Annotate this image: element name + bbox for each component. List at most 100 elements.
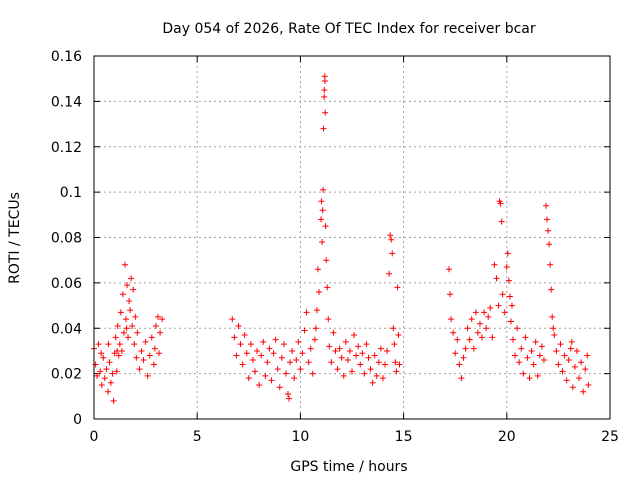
x-tick-label: 0 [90,429,99,445]
data-point [280,341,287,348]
data-point [466,336,473,343]
data-point [256,381,263,388]
data-point [297,366,304,373]
data-point [448,316,455,323]
data-point [282,370,289,377]
data-point [561,352,568,359]
data-point [136,366,143,373]
data-point [508,302,515,309]
data-point [567,345,574,352]
data-point [150,361,157,368]
data-point [489,334,496,341]
data-point [571,363,578,370]
data-point [322,223,329,230]
data-point [516,359,523,366]
data-point [320,125,327,132]
data-point [545,227,552,234]
data-point [359,350,366,357]
data-point [349,368,355,375]
data-point [371,352,378,359]
data-point [388,236,395,243]
data-point [391,341,398,348]
data-point [291,375,298,382]
data-point [251,368,258,375]
data-point [254,347,261,354]
data-point [498,218,505,225]
data-point [330,329,337,336]
data-point [328,359,335,366]
data-point [506,293,513,300]
data-point [493,275,500,282]
data-point [315,288,322,295]
data-point [534,372,541,379]
data-point [518,345,525,352]
data-point [382,361,389,368]
y-tick-label: 0.14 [51,94,82,110]
data-point [293,357,300,364]
data-point [233,352,240,359]
data-point [470,345,477,352]
data-point [393,368,400,375]
data-point [353,352,360,359]
data-points [91,73,592,404]
data-point [584,352,591,359]
data-point [151,345,158,352]
data-point [322,109,329,116]
data-point [520,370,527,377]
data-point [479,334,486,341]
data-point [129,322,136,329]
data-point [266,345,273,352]
y-tick-label: 0 [73,412,82,428]
data-point [346,347,353,354]
data-point [130,286,137,293]
data-point [569,384,576,391]
data-point [565,357,572,364]
data-point [390,325,397,332]
data-point [481,309,488,316]
data-point [98,381,105,388]
y-tick-label: 0.02 [51,367,82,383]
data-point [237,341,244,348]
data-point [154,313,161,320]
y-tick-label: 0.08 [51,231,82,247]
data-point [460,354,467,361]
data-point [557,341,564,348]
data-point [272,336,279,343]
data-point [323,257,330,264]
data-point [312,325,319,332]
data-point [342,338,349,345]
data-point [114,322,121,329]
data-point [555,361,562,368]
data-point [338,354,345,361]
data-point [260,338,267,345]
tick-labels: 0 5 10 15 20 25 0 0.02 0.04 0.06 0.08 0.1 0.12 0.14 0.… [51,49,619,445]
data-point [105,341,112,348]
x-tick-label: 20 [498,429,516,445]
data-point [546,241,553,248]
data-point [127,307,134,314]
data-point [580,388,587,395]
data-point [394,284,401,291]
y-tick-label: 0.06 [51,276,82,292]
data-point [340,372,347,379]
data-point [157,329,164,336]
data-point [270,350,277,357]
data-point [497,200,504,207]
data-point [530,361,537,368]
data-point [320,186,327,193]
data-point [249,357,256,364]
data-point [334,366,341,373]
data-point [109,370,116,377]
data-point [507,318,514,325]
data-point [485,313,492,320]
x-tick-label: 15 [395,429,413,445]
data-point [319,239,326,246]
data-point [458,375,465,382]
data-point [321,87,328,94]
data-point [231,334,238,341]
data-point [262,372,269,379]
data-point [373,372,380,379]
data-point [389,250,396,257]
data-point [98,350,105,357]
